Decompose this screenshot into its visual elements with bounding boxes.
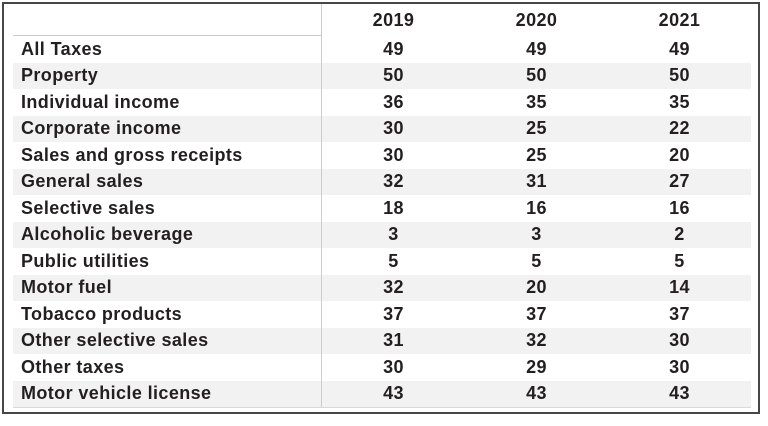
cell-value: 25 <box>526 144 547 165</box>
table-row: Alcoholic beverage 3 3 2 <box>13 221 751 248</box>
row-label: Selective sales <box>13 195 322 222</box>
cell-value: 50 <box>669 65 690 86</box>
column-header-2020: 2020 <box>515 9 558 30</box>
row-label: Other selective sales <box>13 327 322 354</box>
cell-value: 32 <box>526 330 547 351</box>
row-label: Sales and gross receipts <box>13 142 322 169</box>
row-label: All Taxes <box>13 36 322 63</box>
cell-value: 5 <box>674 250 685 271</box>
cell-value: 43 <box>526 383 547 404</box>
cell-value: 5 <box>531 250 542 271</box>
column-header-2019: 2019 <box>372 9 415 30</box>
cell-value: 5 <box>388 250 399 271</box>
cell-value: 22 <box>669 118 690 139</box>
cell-value: 20 <box>669 144 690 165</box>
cell-value: 32 <box>383 277 404 298</box>
cell-value: 49 <box>383 38 404 59</box>
table-row: Motor fuel 32 20 14 <box>13 274 751 301</box>
cell-value: 30 <box>669 330 690 351</box>
table-row: Public utilities 5 5 5 <box>13 248 751 275</box>
table-row: Sales and gross receipts 30 25 20 <box>13 142 751 169</box>
table-row: Other taxes 30 29 30 <box>13 354 751 381</box>
row-label: Public utilities <box>13 248 322 275</box>
cell-value: 30 <box>383 356 404 377</box>
table-row: General sales 32 31 27 <box>13 168 751 195</box>
row-label: Tobacco products <box>13 301 322 328</box>
table-row: Tobacco products 37 37 37 <box>13 301 751 328</box>
cell-value: 37 <box>383 303 404 324</box>
cell-value: 35 <box>669 91 690 112</box>
cell-value: 16 <box>526 197 547 218</box>
cell-value: 36 <box>383 91 404 112</box>
cell-value: 27 <box>669 171 690 192</box>
table-row: Individual income 36 35 35 <box>13 89 751 116</box>
row-label: Motor vehicle license <box>13 380 322 407</box>
cell-value: 20 <box>526 277 547 298</box>
cell-value: 30 <box>669 356 690 377</box>
table-inner: 2019 2020 2021 All Taxes 49 49 49 Property 50… <box>13 4 751 408</box>
cell-value: 18 <box>383 197 404 218</box>
cell-value: 43 <box>669 383 690 404</box>
table-row: Selective sales 18 16 16 <box>13 195 751 222</box>
table-row: Corporate income 30 25 22 <box>13 115 751 142</box>
cell-value: 30 <box>383 118 404 139</box>
column-header-2021: 2021 <box>658 9 701 30</box>
row-label: General sales <box>13 168 322 195</box>
cell-value: 49 <box>669 38 690 59</box>
table-row: Motor vehicle license 43 43 43 <box>13 380 751 407</box>
cell-value: 49 <box>526 38 547 59</box>
row-label: Alcoholic beverage <box>13 221 322 248</box>
header-spacer <box>13 4 322 36</box>
cell-value: 50 <box>526 65 547 86</box>
cell-value: 3 <box>531 224 542 245</box>
cell-value: 29 <box>526 356 547 377</box>
table-row: All Taxes 49 49 49 <box>13 36 751 63</box>
table-row: Other selective sales 31 32 30 <box>13 327 751 354</box>
cell-value: 37 <box>526 303 547 324</box>
cell-value: 25 <box>526 118 547 139</box>
cell-value: 50 <box>383 65 404 86</box>
cell-value: 31 <box>526 171 547 192</box>
row-label: Property <box>13 62 322 89</box>
row-label: Motor fuel <box>13 274 322 301</box>
row-label: Other taxes <box>13 354 322 381</box>
table-body: All Taxes 49 49 49 Property 50 50 50 Individual … <box>13 36 751 408</box>
cell-value: 32 <box>383 171 404 192</box>
cell-value: 31 <box>383 330 404 351</box>
table-header-row: 2019 2020 2021 <box>13 4 751 36</box>
cell-value: 30 <box>383 144 404 165</box>
cell-value: 35 <box>526 91 547 112</box>
cell-value: 3 <box>388 224 399 245</box>
row-label: Corporate income <box>13 115 322 142</box>
row-label: Individual income <box>13 89 322 116</box>
table-frame: 2019 2020 2021 All Taxes 49 49 49 Property 50… <box>2 2 760 414</box>
cell-value: 2 <box>674 224 685 245</box>
cell-value: 43 <box>383 383 404 404</box>
cell-value: 37 <box>669 303 690 324</box>
cell-value: 14 <box>669 277 690 298</box>
cell-value: 16 <box>669 197 690 218</box>
table-row: Property 50 50 50 <box>13 62 751 89</box>
